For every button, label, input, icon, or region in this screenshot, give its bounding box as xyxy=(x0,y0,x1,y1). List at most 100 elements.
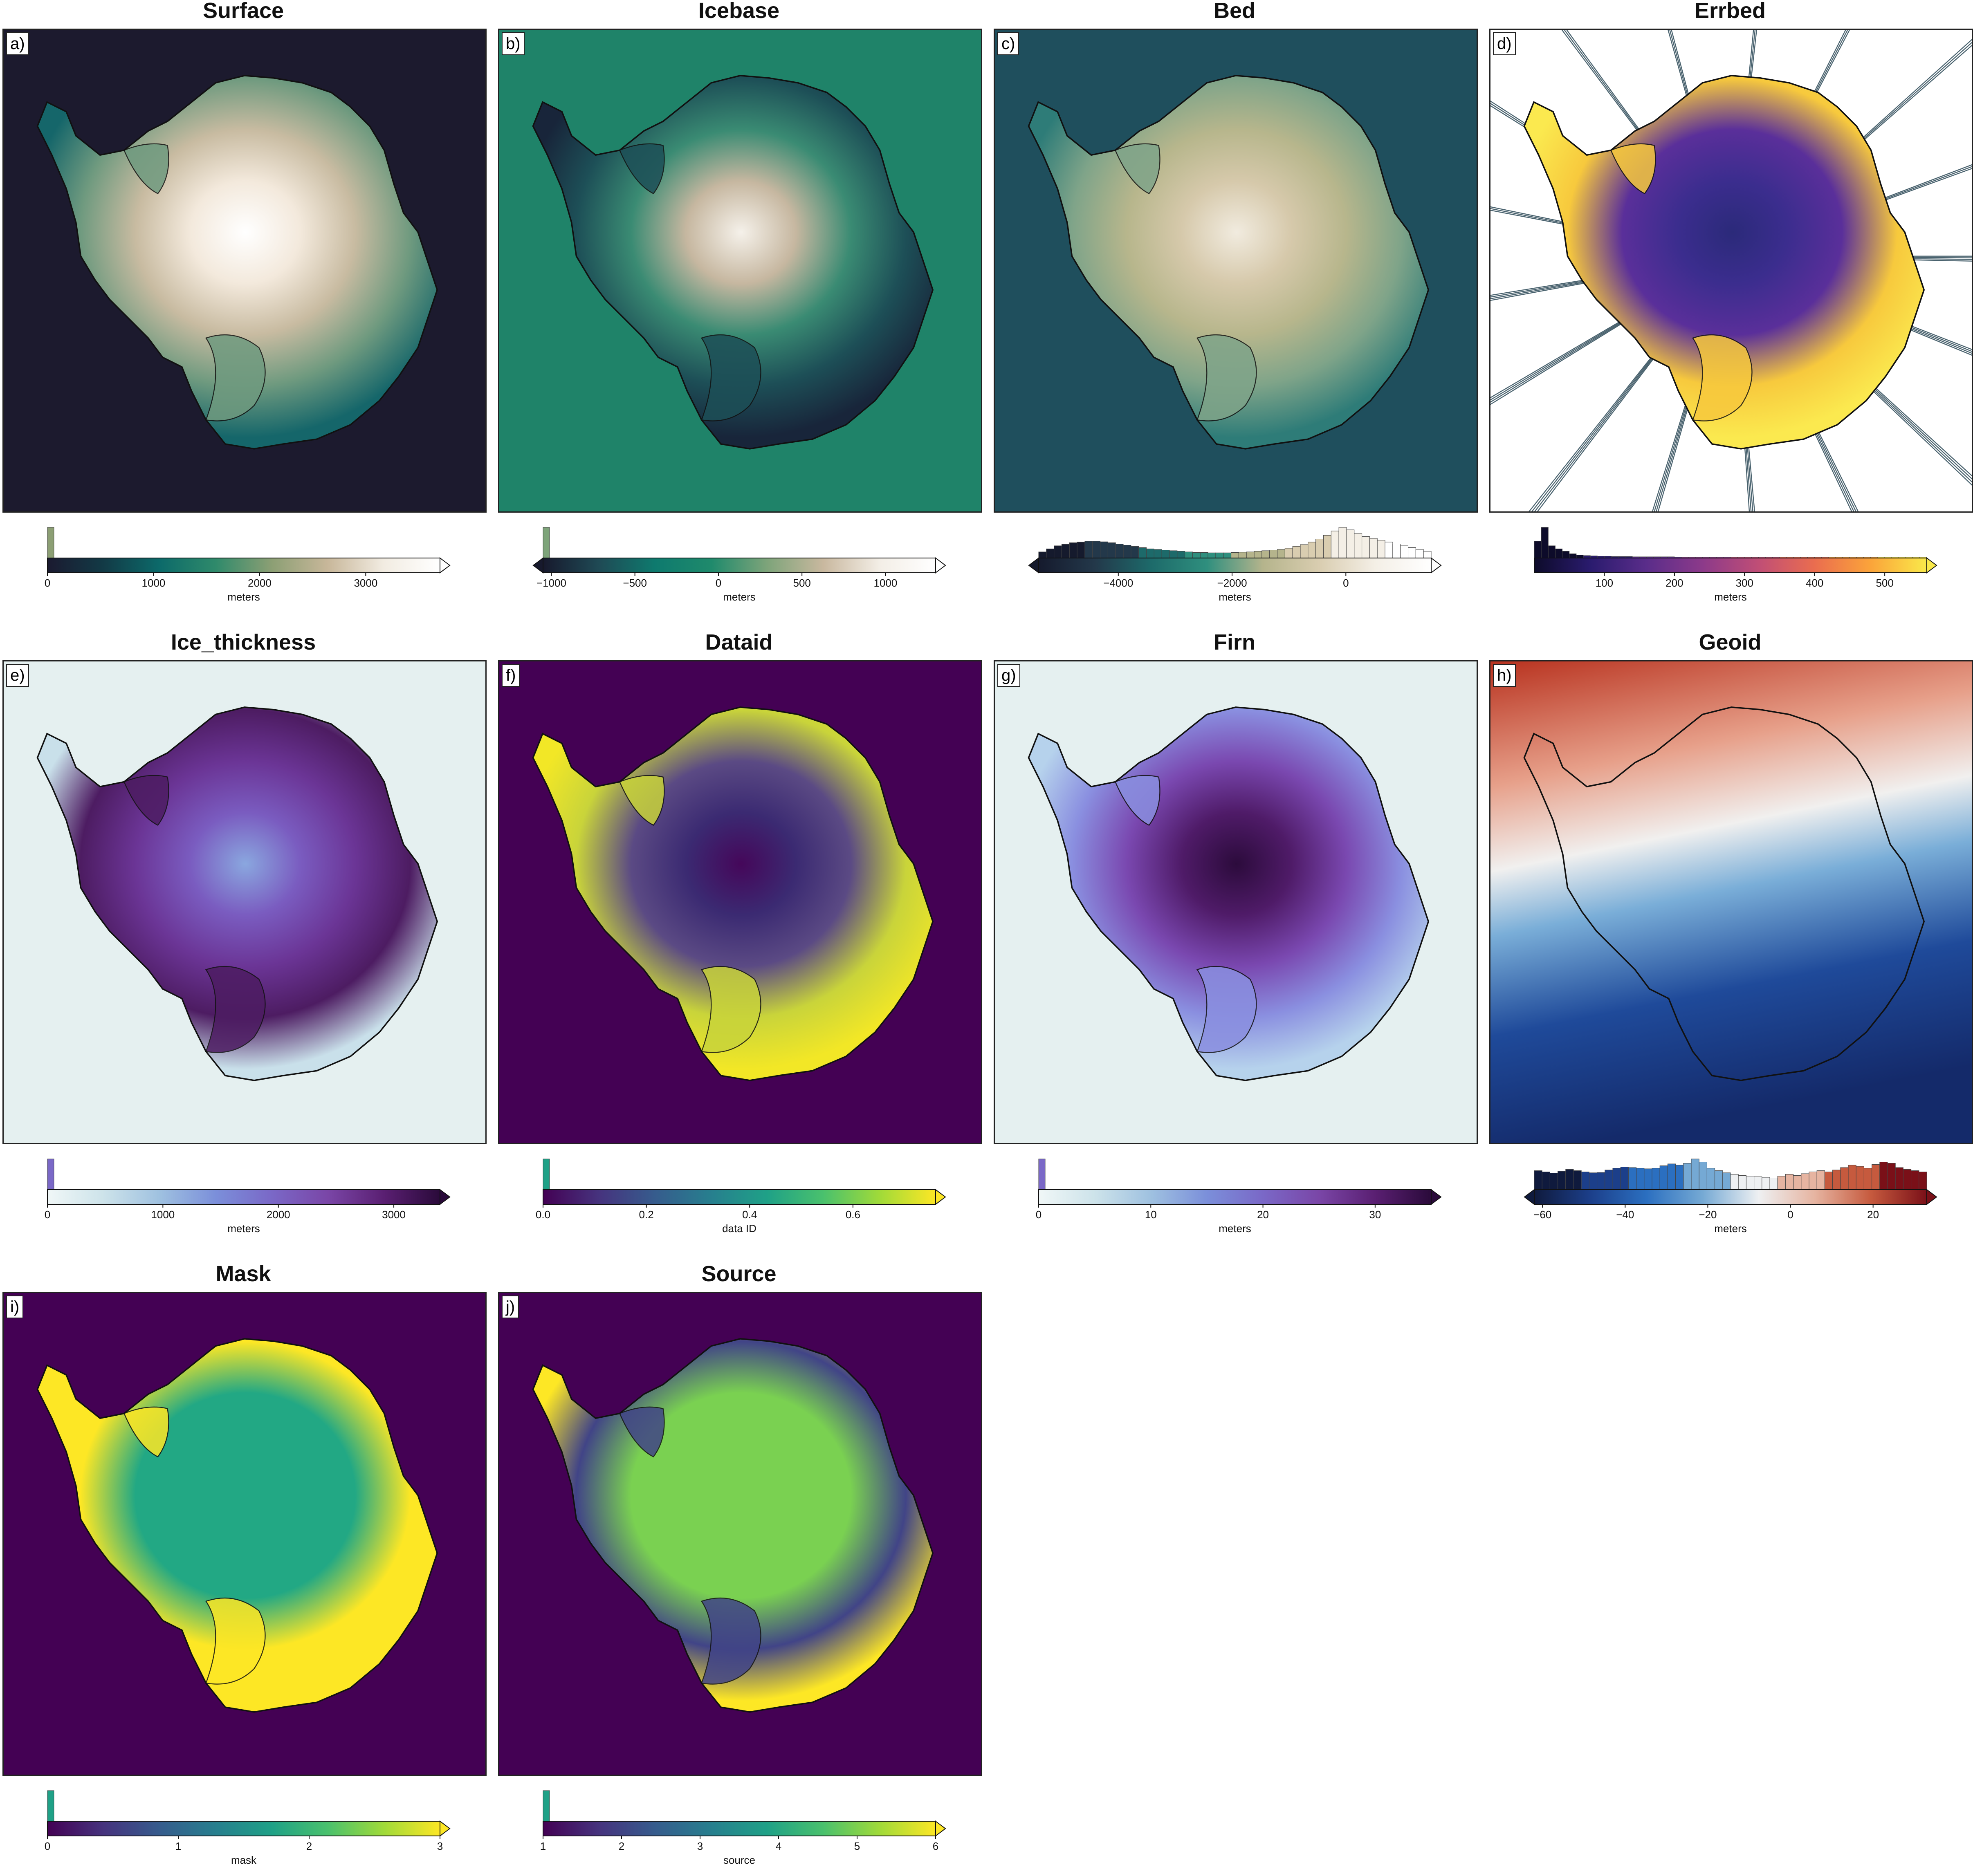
panel-letter: a) xyxy=(6,32,29,55)
map-dataid: f) xyxy=(498,660,982,1144)
extend-left-triangle xyxy=(1028,557,1039,574)
panel-letter: d) xyxy=(1493,32,1516,55)
histogram-bar xyxy=(1576,555,1584,558)
tick-label: 0 xyxy=(44,577,51,589)
histogram-bar xyxy=(1683,1163,1692,1190)
histogram-bar xyxy=(1408,547,1416,558)
histogram-bar xyxy=(1115,544,1124,558)
histogram-bar xyxy=(1691,1159,1699,1190)
tick-label: −2000 xyxy=(1217,577,1247,589)
extend-right-triangle xyxy=(935,1189,946,1205)
tick-label: 200 xyxy=(1665,577,1683,589)
histogram-bar xyxy=(1652,1168,1660,1190)
tick-label: −20 xyxy=(1699,1208,1717,1221)
panel-letter: i) xyxy=(6,1295,24,1318)
histogram-bar xyxy=(1769,1178,1778,1190)
histogram-bar xyxy=(1107,542,1116,558)
map-image xyxy=(1490,30,1972,511)
histogram-bar xyxy=(1323,535,1331,558)
panel-title: Firn xyxy=(1214,630,1255,654)
histogram-bar xyxy=(47,527,54,558)
map-image xyxy=(499,30,981,511)
tick-label: 3000 xyxy=(382,1208,406,1221)
histogram-bar xyxy=(1292,546,1301,558)
colorbar-unit-label: meters xyxy=(1219,591,1251,603)
histogram-bar xyxy=(1315,539,1324,558)
histogram-bar xyxy=(1597,1172,1605,1190)
histogram-bar xyxy=(1746,1176,1755,1190)
histogram-bar xyxy=(1369,538,1378,558)
histogram-bar xyxy=(1863,1168,1872,1190)
histogram-bar xyxy=(1565,1169,1574,1190)
panel-letter: c) xyxy=(997,32,1019,55)
histogram-bar xyxy=(1054,545,1062,558)
histogram-bar xyxy=(1848,1165,1856,1190)
histogram-bar xyxy=(1277,549,1285,558)
extend-right-triangle xyxy=(935,557,946,574)
histogram-bar xyxy=(47,1790,54,1822)
histogram-bar xyxy=(1238,552,1247,558)
extend-right-triangle xyxy=(1431,557,1442,574)
histogram-bar xyxy=(1887,1163,1896,1190)
map-image xyxy=(1490,661,1972,1143)
tick-label: 2 xyxy=(618,1840,625,1852)
histogram-bar xyxy=(1903,1169,1912,1190)
tick-label: 10 xyxy=(1145,1208,1157,1221)
histogram-bar xyxy=(1423,551,1432,558)
panel-title: Icebase xyxy=(698,0,780,23)
histogram-bar xyxy=(1605,1170,1613,1190)
panel-letter: f) xyxy=(502,664,520,687)
histogram-bar xyxy=(543,1159,550,1190)
panel-letter: e) xyxy=(6,664,29,687)
histogram-bar xyxy=(1569,554,1577,558)
tick-label: 1000 xyxy=(873,577,898,589)
map-image xyxy=(995,661,1477,1143)
colorbar-unit-label: meters xyxy=(1714,591,1747,603)
tick-label: 2000 xyxy=(247,577,272,589)
histogram-bar xyxy=(1879,1162,1888,1190)
histogram-bar xyxy=(1100,541,1108,558)
histogram-bar xyxy=(1200,552,1208,558)
extend-right-triangle xyxy=(440,1189,451,1205)
histogram-bar xyxy=(1562,551,1570,558)
histogram-bar xyxy=(1628,1167,1637,1190)
tick-label: 20 xyxy=(1257,1208,1269,1221)
histogram-bar xyxy=(1754,1177,1762,1190)
histogram-bar xyxy=(1331,531,1339,558)
histogram-bar xyxy=(1816,1170,1825,1190)
map-firn: g) xyxy=(994,660,1478,1144)
tick-label: 300 xyxy=(1735,577,1753,589)
tick-label: 2000 xyxy=(266,1208,290,1221)
extend-left-triangle xyxy=(1524,1189,1535,1205)
tick-label: 2 xyxy=(306,1840,312,1852)
histogram-bar xyxy=(1548,545,1556,558)
histogram-bar xyxy=(1177,551,1185,558)
colorbar-unit-label: source xyxy=(723,1854,756,1866)
histogram-bar xyxy=(1620,1167,1629,1190)
colorbar-unit-label: meters xyxy=(1714,1222,1747,1235)
tick-label: 0.2 xyxy=(639,1208,654,1221)
panel-title: Mask xyxy=(215,1262,271,1286)
colorbar-unit-label: meters xyxy=(227,591,260,603)
histogram-bar xyxy=(1346,529,1355,558)
tick-label: 0.4 xyxy=(742,1208,757,1221)
tick-label: 500 xyxy=(1876,577,1894,589)
histogram-bar xyxy=(1824,1172,1833,1190)
histogram-bar xyxy=(1223,552,1232,558)
histogram-bar xyxy=(1722,1172,1731,1190)
extend-right-triangle xyxy=(440,1820,451,1837)
panel-title: Errbed xyxy=(1694,0,1766,23)
tick-label: −500 xyxy=(623,577,647,589)
histogram-bar xyxy=(1856,1166,1864,1190)
histogram-bar xyxy=(1362,536,1370,558)
histogram-bar xyxy=(1558,1171,1566,1190)
histogram-bar xyxy=(1541,527,1549,558)
histogram-bar xyxy=(1699,1162,1707,1190)
histogram-bar xyxy=(1919,1172,1927,1190)
histogram-bar xyxy=(1231,552,1239,558)
panel-title: Source xyxy=(701,1262,777,1286)
tick-label: 500 xyxy=(793,577,811,589)
map-image xyxy=(4,30,485,511)
histogram-bar xyxy=(1046,549,1055,558)
map-image xyxy=(499,661,981,1143)
